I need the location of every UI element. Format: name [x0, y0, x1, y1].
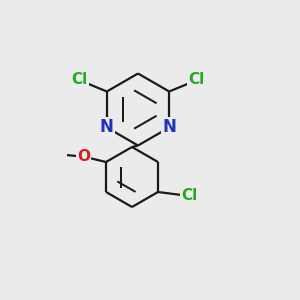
Text: N: N [100, 118, 114, 136]
Text: Cl: Cl [188, 72, 204, 87]
Text: N: N [162, 118, 176, 136]
Text: Cl: Cl [181, 188, 197, 202]
Text: Cl: Cl [72, 72, 88, 87]
Text: O: O [77, 149, 90, 164]
